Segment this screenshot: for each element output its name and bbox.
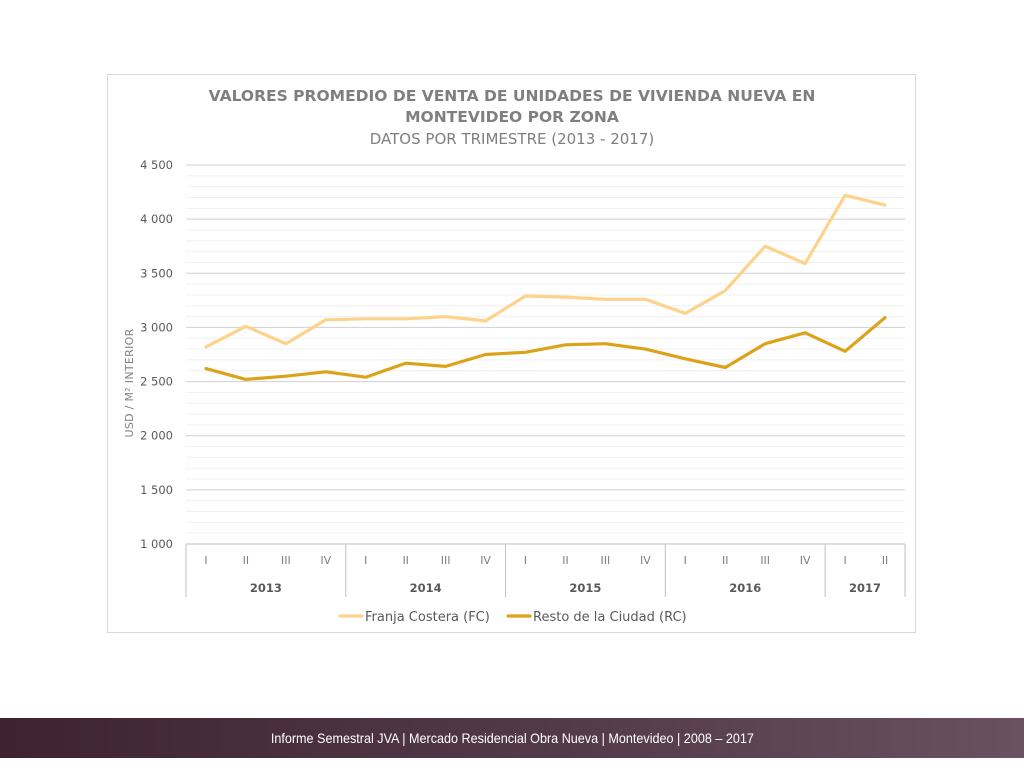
y-tick-label: 3 000 — [140, 320, 173, 334]
x-category-label: I — [524, 554, 527, 567]
series-line-resto-ciudad — [204, 316, 887, 381]
y-axis-tick-labels: 1 000 1 500 2 000 2 500 3 000 3 500 4 000 4 500 — [140, 158, 173, 551]
major-gridlines — [186, 164, 905, 545]
x-year-label: 2017 — [849, 581, 881, 595]
legend-label: Franja Costera (FC) — [365, 610, 490, 625]
x-category-label: IV — [640, 554, 651, 567]
x-category-label: III — [281, 554, 291, 567]
x-category-label: II — [882, 554, 889, 567]
x-category-label: I — [364, 554, 367, 567]
x-category-label: IV — [800, 554, 811, 567]
y-axis-label: USD / M² INTERIOR — [123, 328, 136, 437]
x-category-label: III — [601, 554, 611, 567]
x-category-label: III — [760, 554, 770, 567]
y-tick-label: 1 500 — [140, 483, 173, 497]
x-category-label: IV — [320, 554, 331, 567]
x-category-label: I — [204, 554, 207, 567]
series-lines — [204, 193, 887, 381]
y-tick-label: 4 000 — [140, 212, 173, 226]
y-tick-label: 2 000 — [140, 429, 173, 443]
legend: Franja Costera (FC) Resto de la Ciudad (R… — [338, 610, 687, 625]
y-tick-label: 4 500 — [140, 158, 173, 172]
x-category-label: IV — [480, 554, 491, 567]
chart-title-line-2: MONTEVIDEO POR ZONA — [405, 108, 619, 126]
line-chart: VALORES PROMEDIO DE VENTA DE UNIDADES DE… — [123, 87, 906, 625]
x-category-label: II — [402, 554, 409, 567]
x-category-label: I — [843, 554, 846, 567]
x-year-label: 2013 — [250, 581, 282, 595]
x-year-label: 2016 — [729, 581, 761, 595]
footer-text: Informe Semestral JVA | Mercado Residenc… — [270, 730, 754, 746]
y-tick-label: 3 500 — [140, 266, 173, 280]
x-category-label: II — [722, 554, 729, 567]
x-category-label: II — [562, 554, 569, 567]
x-year-label: 2014 — [410, 581, 442, 595]
y-tick-label: 1 000 — [140, 537, 173, 551]
chart-subtitle: DATOS POR TRIMESTRE (2013 - 2017) — [370, 130, 654, 148]
x-category-label: III — [441, 554, 451, 567]
chart-title-line-1: VALORES PROMEDIO DE VENTA DE UNIDADES DE… — [209, 87, 816, 105]
minor-gridlines — [186, 175, 905, 534]
y-tick-label: 2 500 — [140, 375, 173, 389]
x-year-label: 2015 — [569, 581, 601, 595]
series-line-franja-costera — [204, 193, 887, 349]
chart-frame: VALORES PROMEDIO DE VENTA DE UNIDADES DE… — [107, 74, 916, 633]
legend-label: Resto de la Ciudad (RC) — [533, 610, 687, 625]
x-category-label: I — [684, 554, 687, 567]
footer-bar: Informe Semestral JVA | Mercado Residenc… — [0, 718, 1024, 758]
x-category-label: II — [243, 554, 250, 567]
